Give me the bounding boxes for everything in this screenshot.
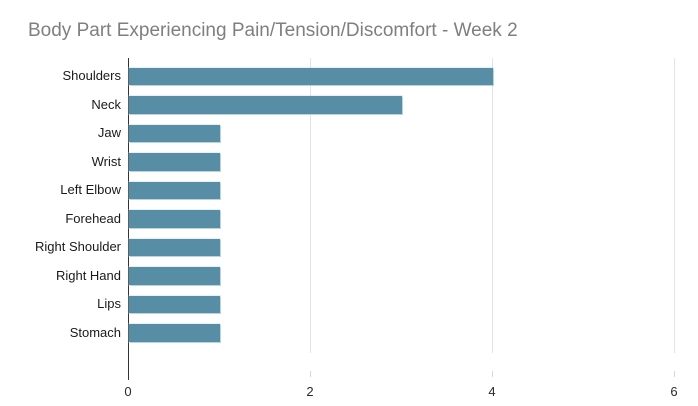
gridline — [492, 58, 493, 353]
category-label: Stomach — [69, 324, 121, 340]
x-tick-label: 6 — [670, 384, 678, 399]
bar — [129, 267, 220, 285]
category-label: Right Hand — [55, 267, 121, 283]
x-tick-label: 2 — [306, 384, 314, 399]
bar — [129, 96, 402, 114]
y-axis-line — [128, 58, 129, 380]
category-label: Right Shoulder — [35, 239, 121, 255]
bar — [129, 67, 493, 85]
bar — [129, 324, 220, 342]
bar — [129, 153, 220, 171]
bar — [129, 124, 220, 142]
category-label: Forehead — [65, 210, 121, 226]
x-axis-tick — [492, 371, 493, 377]
x-tick-label: 4 — [488, 384, 496, 399]
bar — [129, 210, 220, 228]
bar — [129, 295, 220, 313]
category-label: Jaw — [97, 125, 121, 141]
bar — [129, 181, 220, 199]
bar — [129, 238, 220, 256]
category-label: Neck — [91, 96, 121, 112]
category-label: Left Elbow — [60, 182, 121, 198]
x-axis-tick — [674, 371, 675, 377]
gridline — [674, 58, 675, 353]
category-label: Wrist — [91, 153, 121, 169]
chart-title: Body Part Experiencing Pain/Tension/Disc… — [28, 20, 518, 41]
category-label: Lips — [97, 296, 121, 312]
gridline — [310, 58, 311, 353]
x-axis-tick — [310, 371, 311, 377]
x-tick-label: 0 — [124, 384, 132, 399]
category-label: Shoulders — [62, 68, 121, 84]
